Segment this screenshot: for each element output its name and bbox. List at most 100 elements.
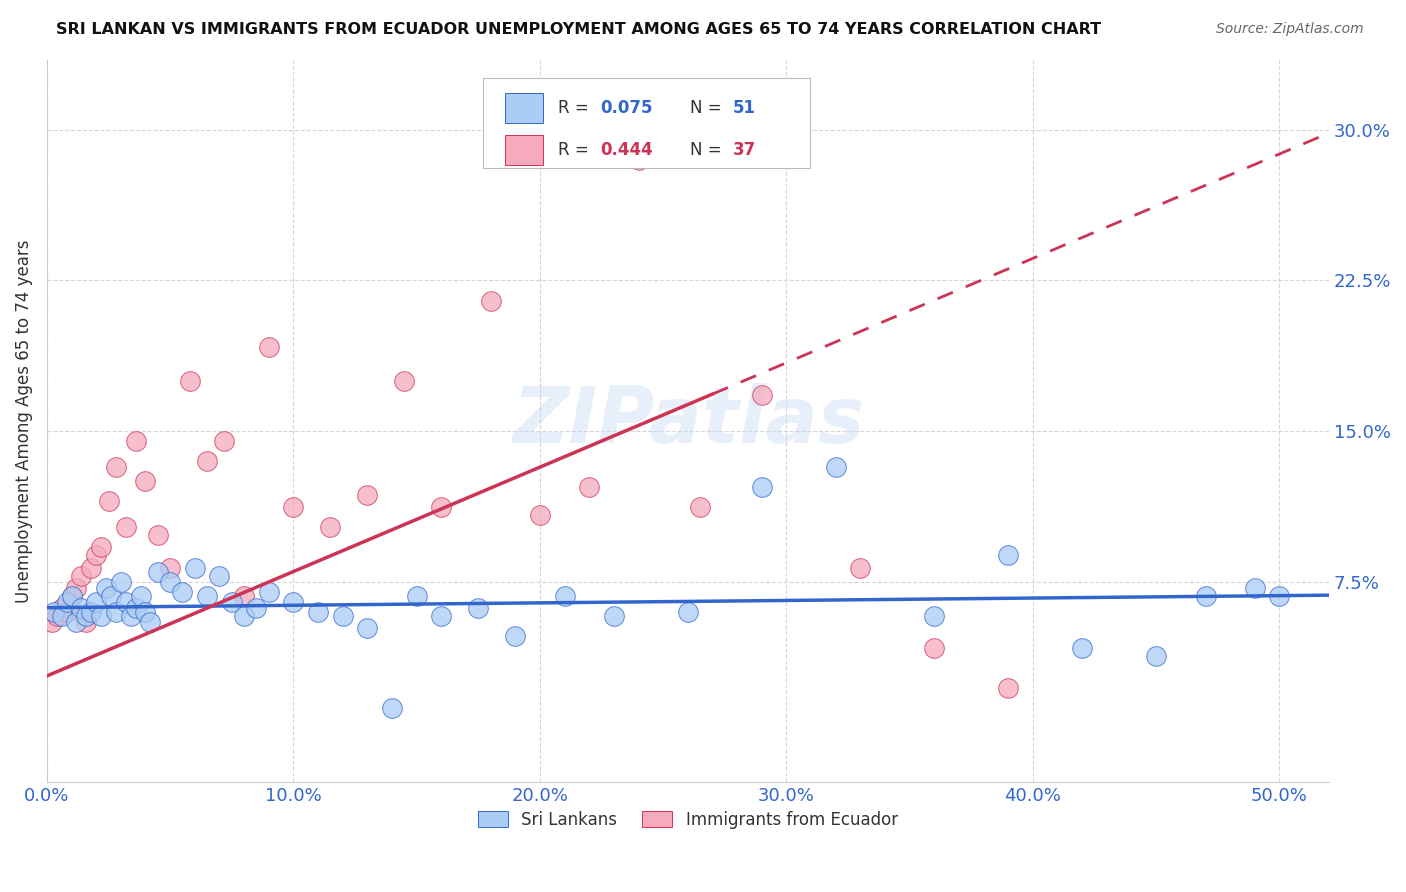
Point [179, 374, 201, 388]
Point [257, 584, 280, 599]
Point [195, 454, 218, 468]
Point [41, 615, 63, 629]
Point [114, 595, 136, 609]
Point [159, 560, 181, 574]
Point [529, 508, 551, 523]
Point [120, 608, 142, 623]
Point [134, 474, 156, 488]
Text: 0.444: 0.444 [600, 141, 654, 159]
Point [104, 605, 127, 619]
Point [146, 528, 169, 542]
Point [751, 388, 773, 402]
Point [80, 560, 103, 574]
Point [554, 589, 576, 603]
Point [97, 494, 120, 508]
Point [84, 549, 107, 563]
Point [356, 488, 378, 502]
Text: ZIPatlas: ZIPatlas [512, 383, 863, 459]
Text: N =: N = [690, 141, 727, 159]
Point [51, 600, 73, 615]
FancyBboxPatch shape [505, 135, 543, 165]
Point [430, 500, 453, 515]
Point [221, 595, 243, 609]
Point [997, 681, 1019, 695]
Text: N =: N = [690, 99, 727, 117]
Text: 37: 37 [733, 141, 756, 159]
Point [172, 584, 194, 599]
Point [676, 605, 699, 619]
Point [51, 608, 73, 623]
Text: 0.075: 0.075 [600, 99, 654, 117]
Point [139, 615, 162, 629]
Point [603, 608, 626, 623]
Point [1071, 640, 1094, 655]
Point [44, 605, 66, 619]
Y-axis label: Unemployment Among Ages 65 to 74 years: Unemployment Among Ages 65 to 74 years [15, 239, 32, 603]
Point [146, 565, 169, 579]
Point [159, 574, 181, 589]
Point [129, 589, 152, 603]
Point [60, 589, 83, 603]
Point [104, 460, 127, 475]
Point [1194, 589, 1216, 603]
Point [751, 480, 773, 494]
Point [90, 541, 112, 555]
Point [65, 581, 87, 595]
Point [332, 608, 354, 623]
Point [479, 293, 502, 308]
Point [283, 500, 305, 515]
Point [1268, 589, 1291, 603]
Point [245, 600, 267, 615]
Point [134, 605, 156, 619]
Point [124, 600, 146, 615]
Point [824, 460, 846, 475]
Text: R =: R = [558, 141, 595, 159]
Point [578, 480, 600, 494]
Point [1144, 648, 1167, 663]
Text: Source: ZipAtlas.com: Source: ZipAtlas.com [1216, 22, 1364, 37]
Point [45, 608, 67, 623]
Point [70, 600, 93, 615]
Point [110, 574, 132, 589]
Legend: Sri Lankans, Immigrants from Ecuador: Sri Lankans, Immigrants from Ecuador [471, 804, 904, 836]
Point [430, 608, 453, 623]
Point [381, 701, 404, 715]
Point [90, 608, 112, 623]
Text: SRI LANKAN VS IMMIGRANTS FROM ECUADOR UNEMPLOYMENT AMONG AGES 65 TO 74 YEARS COR: SRI LANKAN VS IMMIGRANTS FROM ECUADOR UN… [56, 22, 1101, 37]
Point [195, 589, 218, 603]
Point [627, 153, 650, 167]
Point [214, 434, 236, 448]
Point [75, 615, 97, 629]
Point [307, 605, 329, 619]
Point [124, 434, 146, 448]
Point [60, 589, 83, 603]
Point [283, 595, 305, 609]
Point [1243, 581, 1265, 595]
Point [257, 340, 280, 354]
Point [924, 608, 946, 623]
Text: 51: 51 [733, 99, 755, 117]
Point [394, 374, 416, 388]
Point [80, 605, 103, 619]
Point [997, 549, 1019, 563]
Point [319, 520, 342, 534]
Point [94, 581, 117, 595]
Point [233, 608, 256, 623]
Point [114, 520, 136, 534]
Point [924, 640, 946, 655]
Point [405, 589, 427, 603]
Point [84, 595, 107, 609]
Point [503, 629, 526, 643]
Point [208, 568, 231, 582]
Point [184, 560, 207, 574]
Point [75, 608, 97, 623]
Point [100, 589, 122, 603]
Point [55, 605, 77, 619]
FancyBboxPatch shape [505, 93, 543, 123]
FancyBboxPatch shape [482, 78, 810, 168]
Point [467, 600, 489, 615]
Point [356, 621, 378, 635]
Point [55, 595, 77, 609]
Point [65, 615, 87, 629]
Text: R =: R = [558, 99, 595, 117]
